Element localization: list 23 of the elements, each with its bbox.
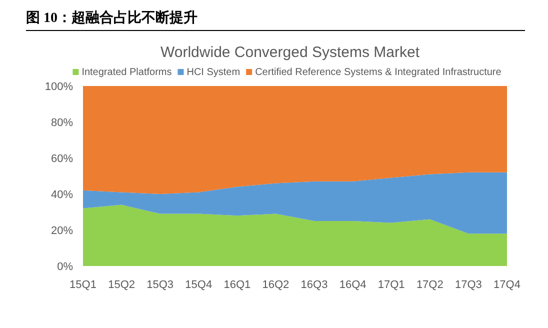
y-tick-label: 60%	[50, 153, 74, 165]
y-tick-label: 40%	[50, 189, 74, 201]
x-tick-label: 17Q2	[416, 279, 444, 291]
x-tick-label: 17Q4	[494, 279, 520, 291]
x-tick-label: 16Q1	[224, 279, 251, 291]
legend-label: Integrated Platforms	[82, 67, 172, 78]
x-tick-label: 16Q2	[262, 279, 290, 291]
y-tick-label: 80%	[50, 117, 74, 129]
y-tick-label: 100%	[44, 81, 74, 93]
legend-label: HCI System	[186, 67, 240, 78]
x-tick-label: 15Q4	[185, 279, 212, 291]
title: 图 10：超融合占比不断提升	[26, 11, 198, 26]
y-tick-label: 20%	[50, 225, 74, 237]
subtitle: Worldwide Converged Systems Market	[160, 44, 420, 61]
x-tick-label: 16Q3	[300, 279, 328, 291]
x-tick-label: 17Q3	[454, 279, 482, 291]
x-tick-label: 15Q2	[108, 279, 136, 291]
x-tick-label: 17Q1	[378, 279, 405, 291]
legend-label: Certified Reference Systems & Integrated Infrastructure	[255, 67, 502, 78]
y-tick-label: 0%	[57, 261, 74, 273]
x-tick-label: 15Q1	[70, 279, 96, 291]
x-tick-label: 16Q4	[339, 279, 366, 291]
x-tick-label: 15Q3	[146, 279, 174, 291]
